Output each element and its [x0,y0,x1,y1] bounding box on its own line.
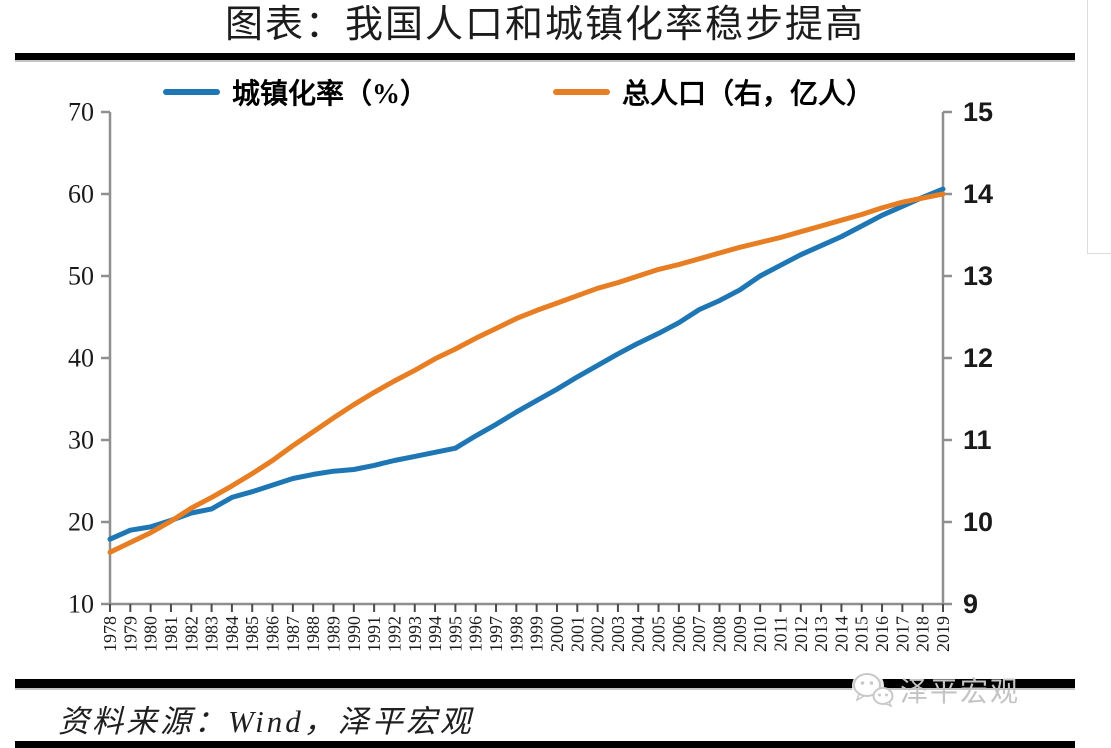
left-axis-tick-label: 30 [68,426,94,455]
legend-item-population: 总人口（右，亿人） [553,74,874,110]
x-axis-tick-label: 2005 [649,616,669,652]
x-axis-tick-label: 1992 [384,616,404,652]
right-axis-tick-label: 9 [963,589,978,619]
x-axis-tick-label: 2010 [750,616,770,652]
right-axis-tick-label: 14 [963,179,993,209]
x-axis-tick-label: 1987 [283,616,303,652]
footer-divider [15,741,1075,748]
x-axis-tick-label: 1985 [242,616,262,652]
x-axis-tick-label: 1978 [100,616,120,652]
x-axis-tick-label: 2015 [852,616,872,652]
x-axis-tick-label: 1981 [161,616,181,652]
page-title: 图表：我国人口和城镇化率稳步提高 [224,4,865,46]
x-axis-tick-label: 2014 [831,616,851,652]
x-axis-tick-label: 2011 [770,616,790,651]
watermark: 泽平宏观 [850,668,1020,712]
watermark-text: 泽平宏观 [900,677,1021,708]
x-axis-tick-label: 2007 [689,616,709,652]
x-axis-tick-label: 2016 [872,616,892,652]
x-axis-tick-label: 1995 [445,616,465,652]
x-axis-tick-label: 2001 [567,616,587,652]
legend-label-population: 总人口（右，亿人） [622,79,875,110]
x-axis-tick-label: 2019 [933,616,953,652]
bottom-divider [15,679,1075,688]
x-axis-tick-label: 1982 [181,616,201,652]
x-axis-tick-label: 1997 [486,616,506,652]
right-axis-tick-label: 13 [963,261,993,291]
x-axis-tick-label: 1999 [527,616,547,652]
right-axis-tick-label: 10 [963,507,993,537]
legend-item-urbanization: 城镇化率（%） [163,74,428,110]
x-axis-tick-label: 1979 [120,616,140,652]
wechat-icon [852,670,894,708]
x-axis-tick-label: 1989 [323,616,343,652]
series-line-urbanization-rate [107,186,946,542]
x-axis-tick-label: 2006 [669,616,689,652]
x-axis-tick-label: 1983 [202,616,222,652]
left-axis-tick-label: 60 [68,180,94,209]
top-divider [15,53,1075,60]
legend-swatch-population [553,89,610,95]
x-axis-tick-label: 2018 [913,616,933,652]
x-axis-tick-label: 1988 [303,616,323,652]
x-axis-tick-label: 1993 [405,616,425,652]
left-axis-tick-label: 40 [68,344,94,373]
left-axis-tick-label: 20 [68,508,94,537]
x-axis-tick-label: 1980 [141,616,161,652]
x-axis-tick-label: 2008 [710,616,730,652]
left-axis-tick-label: 10 [68,590,94,619]
x-axis-tick-label: 2000 [547,616,567,652]
legend-swatch-urbanization [163,89,220,95]
legend: 城镇化率（%） 总人口（右，亿人） [0,74,1111,110]
x-axis-tick-label: 1994 [425,616,445,652]
x-axis-tick-label: 2003 [608,616,628,652]
legend-label-urbanization: 城镇化率（%） [232,79,429,110]
x-axis-tick-label: 2012 [791,616,811,652]
left-axis-tick-label: 50 [68,262,94,291]
x-axis-tick-label: 1990 [344,616,364,652]
x-axis-tick-label: 2009 [730,616,750,652]
x-axis-tick-label: 1991 [364,616,384,652]
side-panel-edge [1087,0,1111,254]
x-axis-tick-label: 2013 [811,616,831,652]
x-axis-tick-label: 1996 [466,616,486,652]
right-axis-tick-label: 12 [963,343,993,373]
x-axis-tick-label: 2002 [588,616,608,652]
right-axis-tick-label: 11 [963,425,992,455]
series-line-total-population [107,191,946,555]
x-axis-tick-label: 2004 [628,616,648,652]
source-note: 资料来源：Wind，泽平宏观 [58,704,474,739]
x-axis-tick-label: 1998 [506,616,526,652]
x-axis-tick-label: 2017 [892,616,912,652]
x-axis-tick-label: 1984 [222,616,242,652]
x-axis-tick-label: 1986 [263,616,283,652]
